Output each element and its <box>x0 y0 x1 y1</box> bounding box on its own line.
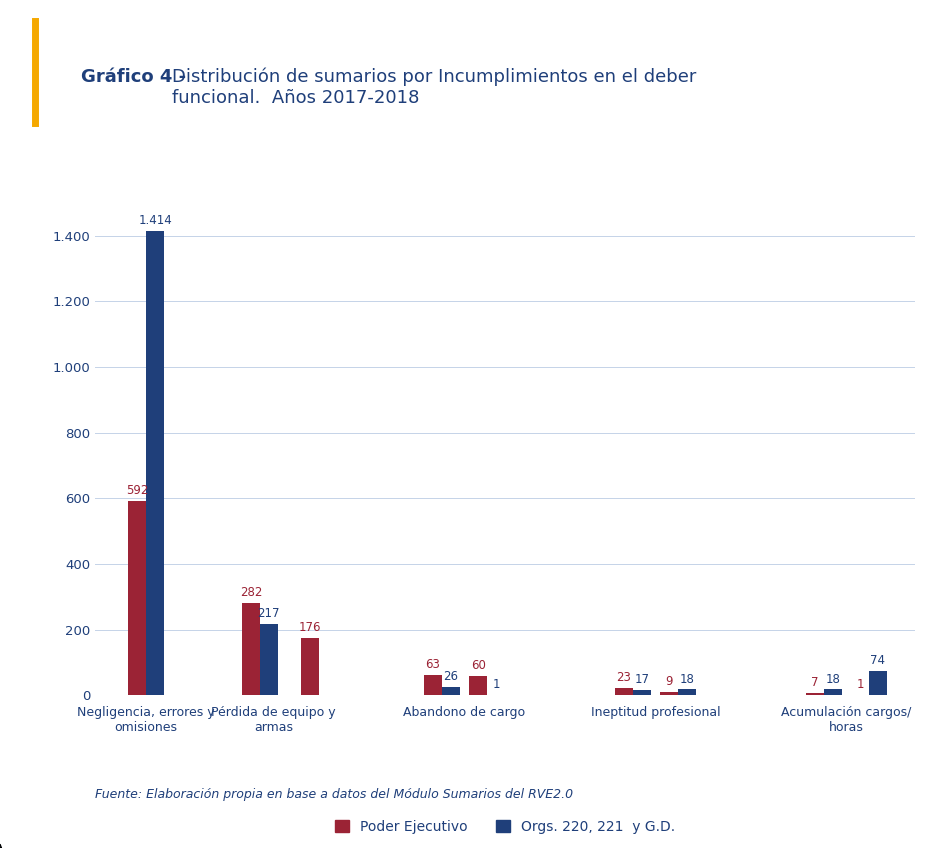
Bar <box>805 693 823 695</box>
Text: 282: 282 <box>240 586 262 599</box>
Bar <box>823 689 841 695</box>
Bar <box>129 501 146 695</box>
Bar <box>468 676 486 695</box>
Bar <box>242 603 260 695</box>
Bar <box>260 624 277 695</box>
Bar <box>442 687 459 695</box>
Text: 1.414: 1.414 <box>138 215 171 227</box>
Text: 74: 74 <box>869 654 884 667</box>
Text: 1: 1 <box>492 678 499 691</box>
Text: Distribución de sumarios por Incumplimientos en el deber
funcional.  Años 2017-2: Distribución de sumarios por Incumplimie… <box>171 68 695 107</box>
Legend: Poder Ejecutivo, Orgs. 220, 221  y G.D.: Poder Ejecutivo, Orgs. 220, 221 y G.D. <box>329 814 680 840</box>
Text: 17: 17 <box>634 672 648 686</box>
Text: 18: 18 <box>679 672 694 685</box>
Text: 9: 9 <box>664 676 672 689</box>
Bar <box>146 232 164 695</box>
Text: 217: 217 <box>257 607 280 620</box>
Bar <box>301 638 318 695</box>
Text: Fuente: Elaboración propia en base a datos del Módulo Sumarios del RVE2.0: Fuente: Elaboración propia en base a dat… <box>95 789 573 801</box>
Bar <box>632 689 650 695</box>
Bar <box>868 671 886 695</box>
Text: 60: 60 <box>470 659 486 672</box>
Text: 26: 26 <box>443 670 458 683</box>
Text: 23: 23 <box>616 671 631 683</box>
Text: 7: 7 <box>810 676 818 689</box>
Text: 176: 176 <box>298 621 321 633</box>
Bar <box>678 689 695 695</box>
Bar <box>660 693 678 695</box>
Text: 18: 18 <box>824 672 840 685</box>
Text: 63: 63 <box>426 658 440 671</box>
Text: 1: 1 <box>856 678 863 691</box>
Text: 592: 592 <box>126 484 149 497</box>
Bar <box>424 675 442 695</box>
Bar <box>614 688 632 695</box>
Text: Gráfico 4 -: Gráfico 4 - <box>81 68 192 86</box>
